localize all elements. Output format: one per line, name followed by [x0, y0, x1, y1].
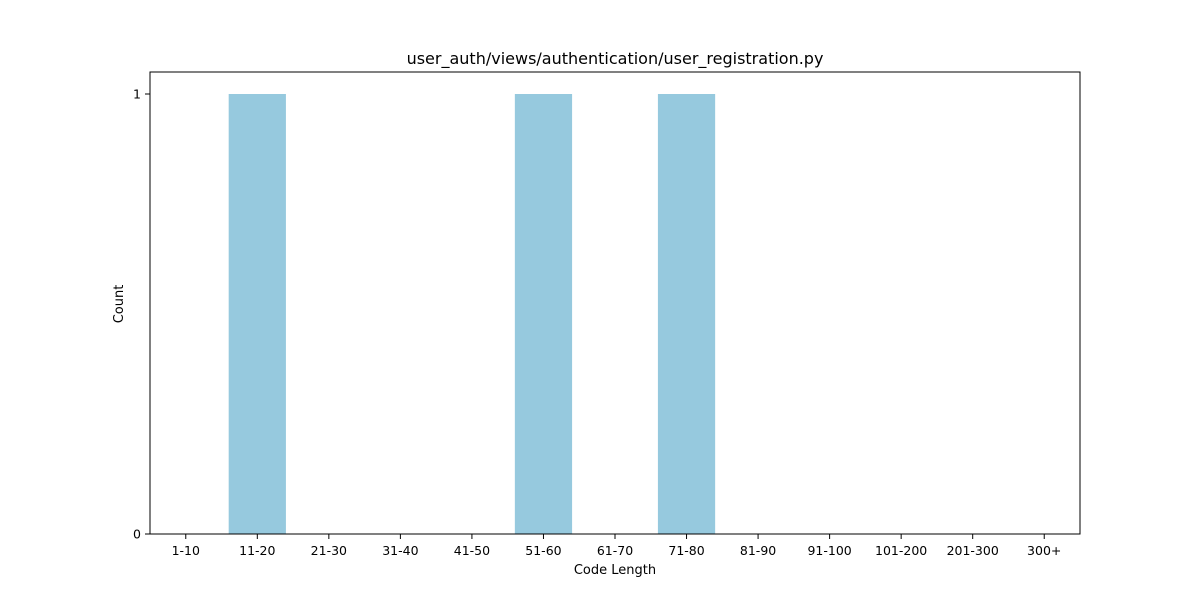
x-tick-label: 11-20: [239, 543, 275, 558]
bar-51-60: [514, 94, 573, 534]
x-tick-label: 51-60: [525, 543, 561, 558]
plot-frame: [149, 71, 1081, 535]
bar-11-20: [228, 94, 286, 534]
x-tick-label: 81-90: [740, 543, 776, 558]
x-tick-label: 41-50: [454, 543, 490, 558]
y-axis-label: Count: [112, 285, 127, 324]
x-tick-label: 61-70: [597, 543, 633, 558]
y-tick-label: 1: [133, 87, 141, 102]
x-tick-label: 201-300: [947, 543, 999, 558]
x-tick-label: 31-40: [382, 543, 418, 558]
x-tick-label: 91-100: [807, 543, 851, 558]
x-tick-label: 71-80: [668, 543, 704, 558]
y-tick-label: 0: [133, 527, 141, 542]
x-tick-label: 300+: [1027, 543, 1061, 558]
plot-area: 1-10 11-20 21-30 31-40 41-50 51-60 61-70 71-80 8…: [133, 71, 1081, 558]
x-tick-label: 21-30: [311, 543, 347, 558]
x-tick-label: 101-200: [875, 543, 927, 558]
bar-71-80: [657, 94, 716, 534]
x-axis-label: Code Length: [574, 563, 656, 578]
chart-title: user_auth/views/authentication/user_regi…: [407, 49, 824, 69]
x-tick-label: 1-10: [172, 543, 200, 558]
